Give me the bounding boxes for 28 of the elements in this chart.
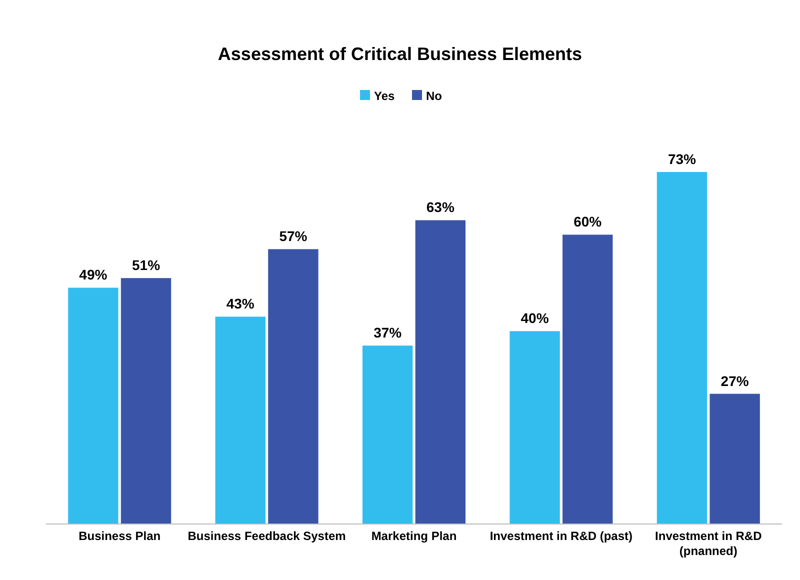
- data-label: 40%: [520, 310, 550, 326]
- data-label: 73%: [668, 151, 697, 167]
- data-label: 37%: [374, 324, 402, 341]
- bar: [362, 346, 413, 524]
- x-tick-label: Business Plan: [78, 529, 161, 543]
- data-label: 49%: [79, 266, 108, 283]
- data-label: 63%: [426, 199, 455, 216]
- bar: [268, 249, 318, 524]
- bar: [215, 316, 266, 524]
- chart-title: Assessment of Critical Business Elements: [218, 44, 582, 64]
- legend-label: No: [426, 89, 442, 103]
- bar: [120, 278, 172, 524]
- legend-label: Yes: [374, 89, 396, 103]
- x-tick-label: Investment in R&D (pnanned): [655, 529, 762, 558]
- data-label: 27%: [720, 372, 750, 389]
- x-tick-label: Business Feedback System: [188, 529, 346, 543]
- data-label: 57%: [279, 228, 308, 244]
- bar: [510, 331, 560, 524]
- bar: [415, 220, 466, 524]
- x-tick-label: Investment in R&D (past): [490, 529, 633, 543]
- bar: [562, 234, 613, 524]
- data-label: 51%: [132, 257, 161, 274]
- data-label: 60%: [574, 214, 602, 230]
- data-label: 43%: [226, 296, 255, 312]
- bar: [68, 288, 118, 524]
- x-tick-label: Marketing Plan: [371, 529, 457, 543]
- bar: [710, 394, 760, 524]
- bar: [656, 172, 708, 524]
